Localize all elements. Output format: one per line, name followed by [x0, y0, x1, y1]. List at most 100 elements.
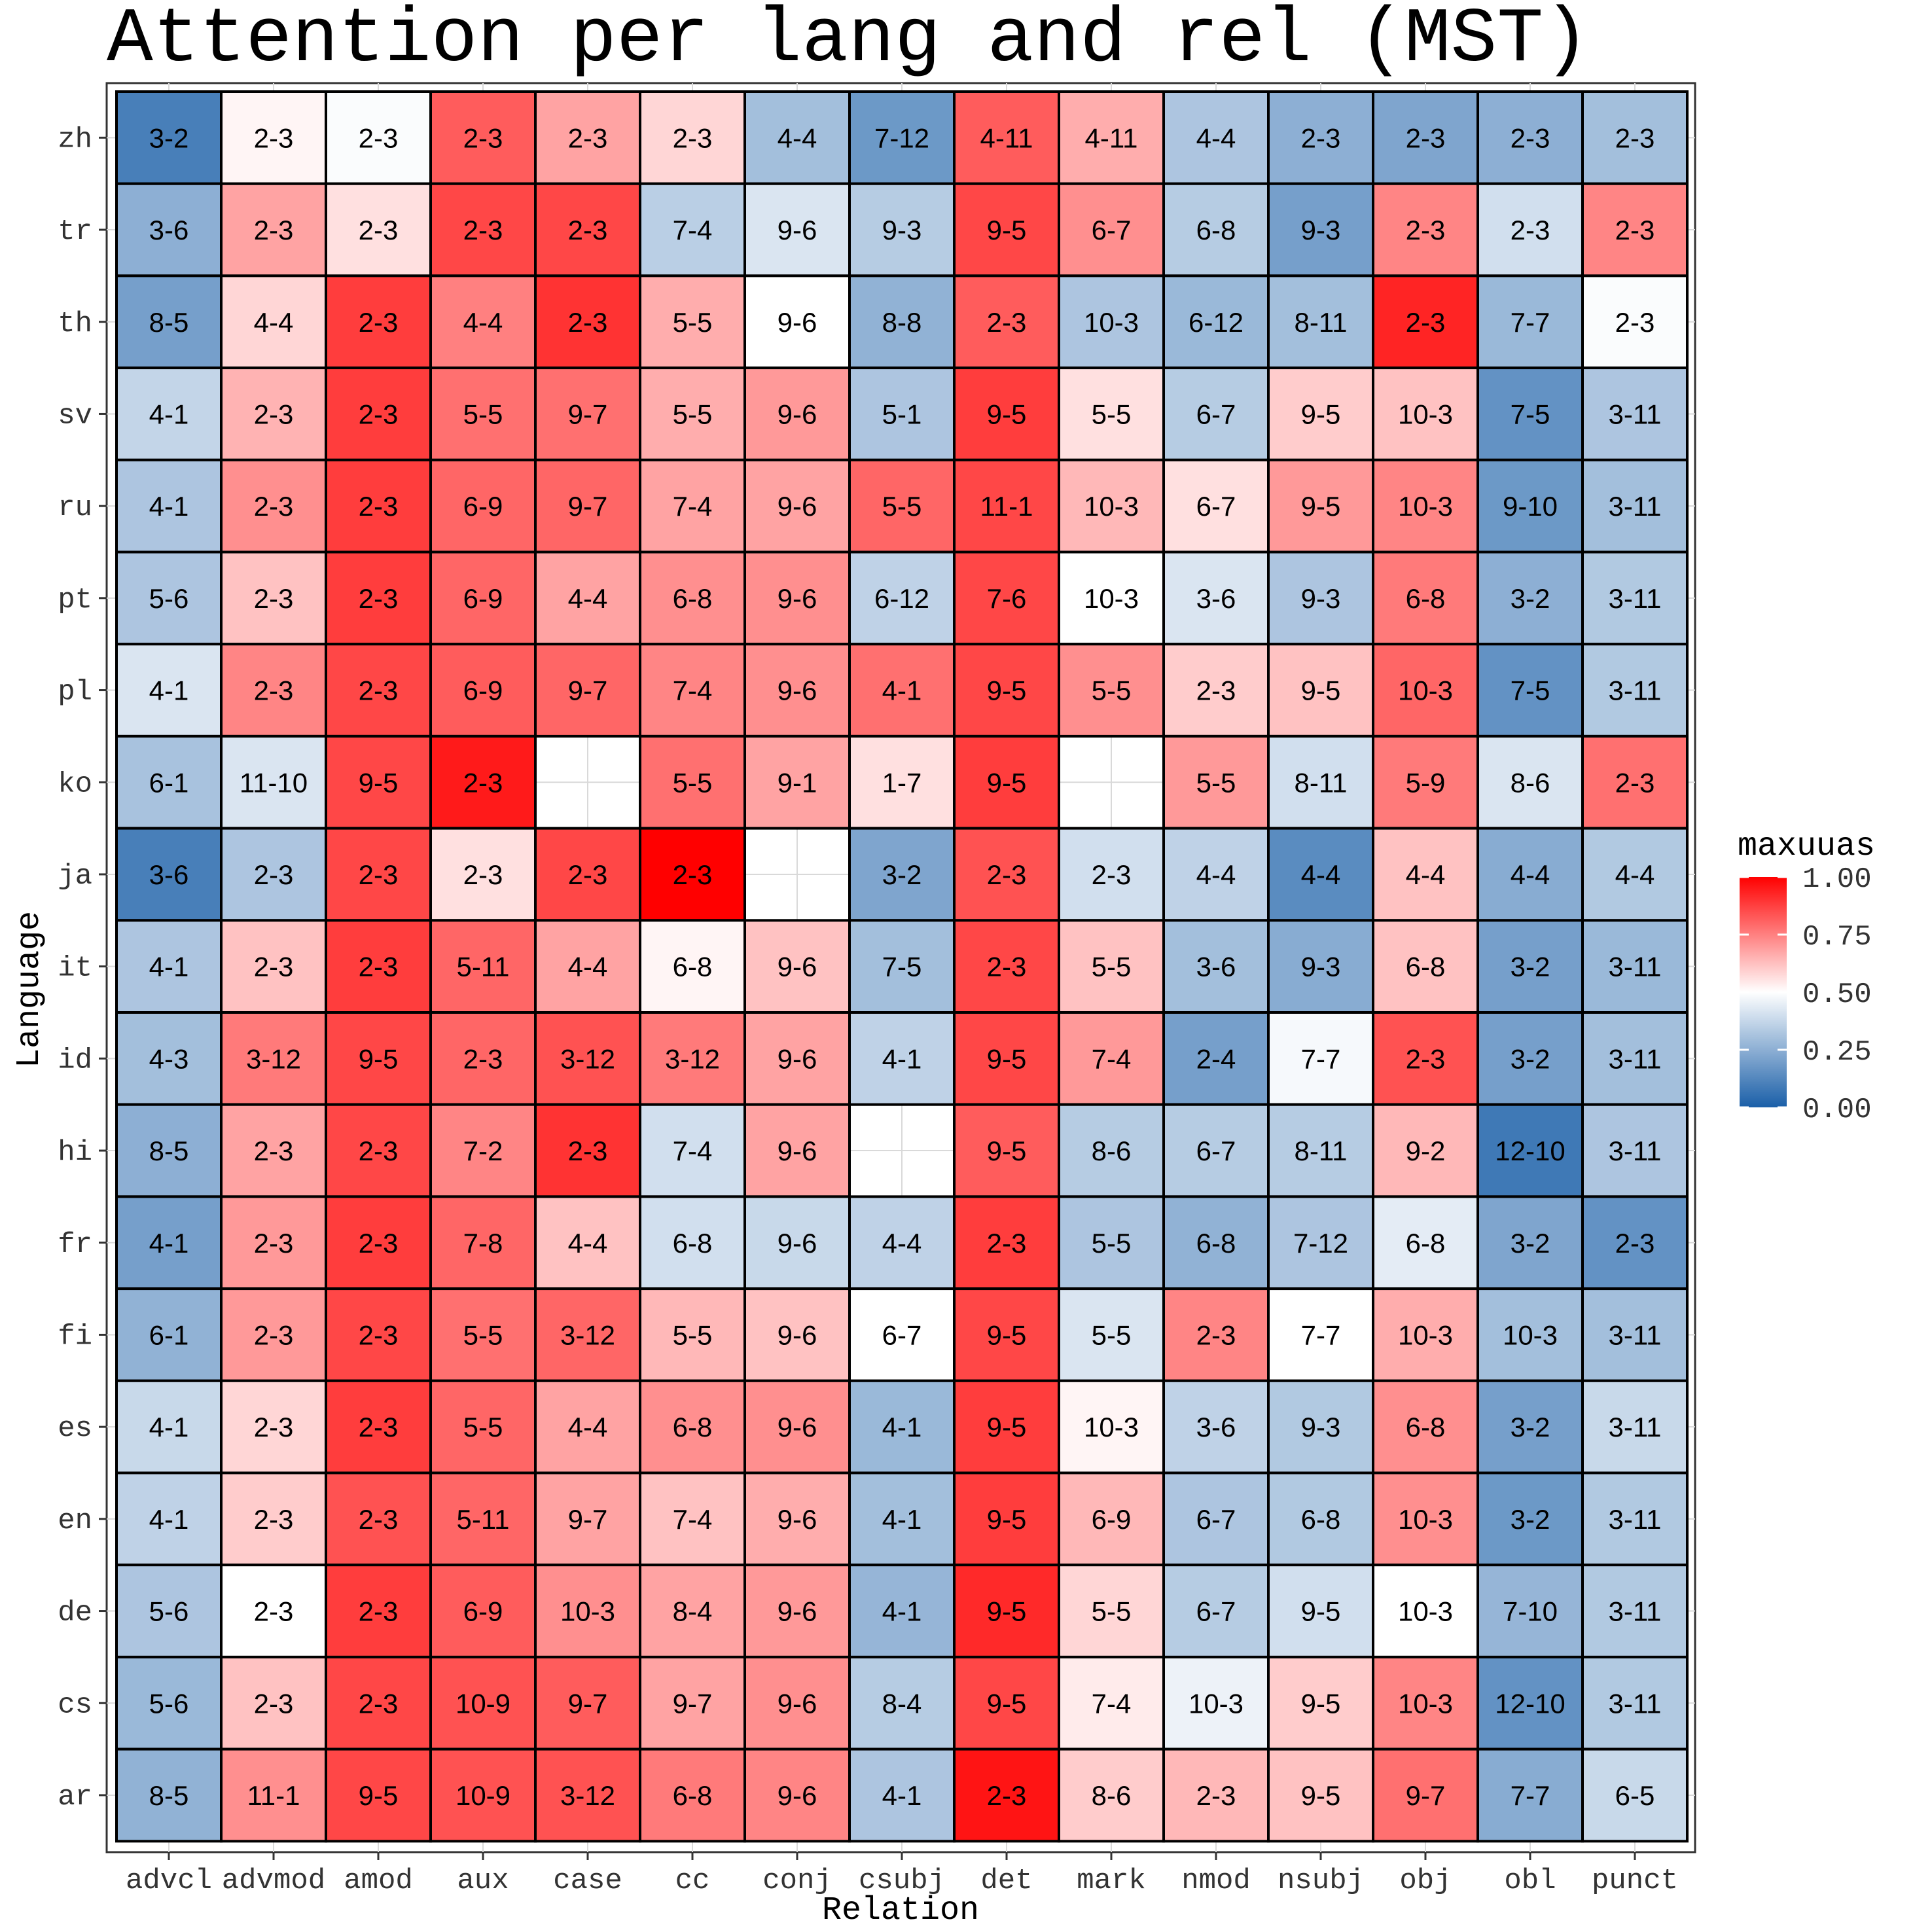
cell-label: 8-6: [1092, 1780, 1132, 1811]
cell-label: 9-7: [1406, 1780, 1446, 1811]
cell-label: 4-1: [882, 1412, 922, 1442]
cell-label: 5-5: [673, 767, 713, 798]
heatmap-cell: [1267, 274, 1374, 370]
cell-label: 4-1: [149, 1228, 189, 1259]
heatmap-cell: [848, 90, 956, 185]
heatmap-cell: [639, 367, 746, 461]
cell-label: 9-6: [778, 1228, 817, 1259]
cell-label: 3-11: [1609, 675, 1662, 706]
heatmap-cell: [115, 1379, 223, 1475]
y-tick-label: fi: [58, 1320, 92, 1353]
cell-label: 3-2: [149, 122, 189, 153]
heatmap-cell: [953, 550, 1060, 646]
cell-label: 9-5: [987, 675, 1027, 706]
cell-label: 9-7: [673, 1688, 713, 1719]
heatmap-cell: [848, 1195, 956, 1291]
cell-label: 3-11: [1609, 1043, 1662, 1074]
heatmap-cell: [534, 1564, 641, 1658]
heatmap-cell: [1058, 458, 1165, 554]
cell-label: 6-9: [463, 1596, 503, 1627]
y-tick-label: pl: [58, 676, 92, 709]
heatmap-cell: [743, 1103, 851, 1198]
cell-label: 2-3: [359, 122, 399, 153]
cell-label: 2-3: [359, 307, 399, 338]
cell-label: 2-3: [463, 859, 503, 890]
cell-label: 3-11: [1609, 583, 1662, 614]
cell-label: 9-7: [568, 675, 608, 706]
heatmap-cell: [325, 182, 432, 277]
cell-label: 11-1: [980, 491, 1033, 522]
cell-label: 7-2: [463, 1136, 503, 1166]
cell-label: 2-3: [673, 122, 713, 153]
y-tick-label: it: [58, 952, 92, 985]
cell-label: 9-5: [1301, 491, 1341, 522]
cell-label: 10-9: [456, 1780, 510, 1811]
cell-label: 2-3: [463, 122, 503, 153]
cell-label: 6-8: [1406, 1412, 1446, 1442]
cell-label: 9-5: [1301, 1780, 1341, 1811]
cell-label: 6-9: [463, 675, 503, 706]
y-tick-label: tr: [58, 215, 92, 248]
heatmap-cell: [953, 919, 1060, 1014]
cell-label: 3-2: [1511, 1412, 1550, 1442]
cell-label: 6-8: [673, 1780, 713, 1811]
heatmap-cell: [220, 274, 327, 370]
heatmap-cell: [1058, 1655, 1165, 1751]
heatmap-cell: [1372, 458, 1479, 554]
cell-label: 9-6: [778, 399, 817, 429]
cell-label: 9-5: [987, 1043, 1027, 1074]
cell-label: 4-1: [882, 1596, 922, 1627]
heatmap-cell: [1162, 182, 1270, 277]
heatmap-cell: [115, 734, 223, 830]
x-tick-label: amod: [344, 1865, 413, 1897]
legend-tick-label: 0.00: [1802, 1094, 1872, 1126]
cell-label: 6-8: [1406, 952, 1446, 982]
cell-label: 2-3: [987, 1228, 1027, 1259]
cell-label: 4-4: [568, 1228, 608, 1259]
cell-label: 9-7: [568, 491, 608, 522]
cell-label: 3-6: [149, 859, 189, 890]
heatmap-cell: [115, 90, 223, 185]
cell-label: 10-3: [1084, 491, 1139, 522]
cell-label: 9-2: [1406, 1136, 1446, 1166]
cell-label: 9-10: [1503, 491, 1558, 522]
cell-label: 5-5: [673, 307, 713, 338]
heatmap-cell: [743, 1747, 851, 1843]
cell-label: 2-3: [254, 1136, 294, 1166]
heatmap-cell: [325, 550, 432, 646]
cell-label: 4-1: [149, 1412, 189, 1442]
heatmap-cell: [115, 274, 223, 370]
cell-label: 2-3: [254, 952, 294, 982]
cell-label: 2-3: [359, 1228, 399, 1259]
heatmap-cell: [1476, 1379, 1584, 1475]
cell-label: 3-12: [560, 1319, 615, 1350]
x-tick-label: obj: [1399, 1865, 1451, 1897]
cell-label: 2-3: [1092, 859, 1132, 890]
cell-label: 2-3: [568, 215, 608, 245]
heatmap-cell: [1058, 1747, 1165, 1843]
cell-label: 8-8: [882, 307, 922, 338]
cell-label: 9-5: [987, 1504, 1027, 1535]
cell-label: 9-6: [778, 583, 817, 614]
heatmap-cell: [534, 1195, 641, 1291]
cell-label: 12-10: [1495, 1688, 1565, 1719]
heatmap-cell: [429, 550, 537, 646]
heatmap-cell: [1162, 1655, 1270, 1751]
heatmap-cell: [325, 827, 432, 922]
cell-label: 9-5: [987, 1412, 1027, 1442]
cell-label: 4-1: [882, 1043, 922, 1074]
cell-label: 11-1: [247, 1780, 300, 1811]
heatmap-cell: [534, 182, 641, 277]
x-axis-title: Relation: [822, 1892, 979, 1929]
cell-label: 4-4: [1196, 122, 1236, 153]
heatmap-cell: [743, 367, 851, 461]
cell-label: 8-6: [1092, 1136, 1132, 1166]
heatmap-cell: [220, 1379, 327, 1475]
heatmap-cell: [848, 274, 956, 370]
cell-label: 4-11: [1085, 122, 1138, 153]
cell-label: 9-6: [778, 307, 817, 338]
heatmap-cell: [325, 1747, 432, 1843]
heatmap-cell: [639, 274, 746, 370]
cell-label: 2-3: [359, 491, 399, 522]
